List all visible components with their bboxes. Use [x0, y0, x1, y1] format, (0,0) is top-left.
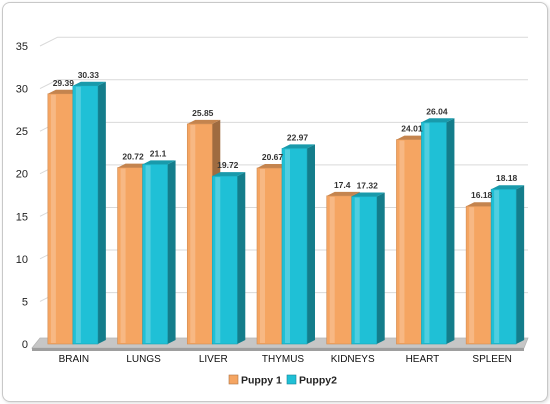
y-tick-label: 25 — [16, 126, 28, 138]
data-label: 29.39 — [53, 78, 75, 88]
bar-thymus-puppy-1 — [256, 167, 283, 345]
y-tick-label: 5 — [22, 296, 28, 308]
data-label: 24.01 — [401, 124, 423, 134]
bar-side — [376, 192, 385, 344]
data-label: 19.72 — [217, 160, 239, 170]
bar-brain-puppy2 — [72, 85, 99, 345]
bar-top — [282, 144, 315, 149]
y-tick-label: 15 — [16, 211, 28, 223]
data-label: 22.97 — [287, 132, 309, 142]
bar-top — [326, 191, 360, 196]
gridline — [39, 79, 528, 90]
data-label: 26.04 — [426, 106, 448, 116]
bar-highlight — [190, 124, 196, 343]
legend-swatch-puppy2 — [286, 374, 297, 385]
bar-highlight — [285, 149, 290, 343]
x-axis: BRAIN LUNGS LIVER THYMUS KIDNEYS HEART SPLEEN — [59, 354, 512, 365]
bar-side — [237, 172, 246, 344]
bar-highlight — [494, 190, 500, 343]
bar-side — [97, 81, 106, 344]
bar-highlight — [75, 86, 81, 343]
legend-swatch-puppy-1 — [228, 374, 239, 385]
x-tick-label: SPLEEN — [472, 354, 511, 365]
x-tick-label: LIVER — [199, 354, 228, 365]
data-label: 21.1 — [150, 148, 167, 158]
bar-brain-puppy-1 — [47, 93, 74, 345]
bar-highlight — [469, 207, 475, 343]
floor-edge — [32, 348, 524, 351]
bar-highlight — [120, 168, 126, 343]
data-label: 30.33 — [78, 70, 100, 80]
y-tick-label: 0 — [22, 339, 28, 351]
bar-highlight — [424, 123, 430, 344]
legend-label-puppy2: Puppy2 — [299, 375, 337, 387]
bar-highlight — [329, 196, 335, 343]
y-tick-label: 10 — [16, 254, 28, 266]
bar-liver-puppy2 — [211, 175, 238, 345]
legend: Puppy 1 Puppy2 — [228, 374, 337, 387]
bar-highlight — [354, 197, 360, 343]
bar-side — [307, 144, 315, 344]
bar-liver-puppy-1 — [186, 123, 213, 345]
bar-side — [446, 118, 455, 345]
bar-highlight — [260, 169, 265, 343]
x-tick-label: BRAIN — [59, 354, 90, 365]
bar-highlight — [145, 165, 151, 343]
x-tick-label: KIDNEYS — [331, 354, 375, 365]
bar-top — [212, 172, 246, 177]
data-label: 20.67 — [262, 152, 284, 162]
bar-top — [421, 118, 455, 123]
bar-lungs-puppy-1 — [117, 167, 143, 345]
x-tick-label: THYMUS — [262, 354, 305, 365]
y-tick-label: 30 — [16, 84, 28, 96]
gridline — [39, 121, 528, 132]
data-label: 18.18 — [496, 173, 518, 183]
bar-side — [167, 160, 176, 344]
bar-top — [72, 81, 106, 86]
data-label: 20.72 — [122, 152, 144, 162]
bar-top — [142, 160, 176, 165]
data-label: 25.85 — [192, 108, 214, 118]
bar-highlight — [215, 177, 221, 343]
bar-spleen-puppy2 — [490, 188, 517, 345]
y-tick-label: 20 — [16, 169, 28, 181]
data-label: 16.18 — [471, 190, 493, 200]
gridline — [39, 36, 528, 47]
data-label: 17.32 — [357, 181, 379, 191]
bar-top — [187, 119, 221, 124]
x-tick-label: LUNGS — [126, 354, 161, 365]
x-tick-label: HEART — [406, 354, 440, 365]
bar-top — [491, 185, 525, 190]
y-tick-label: 35 — [16, 41, 28, 53]
bar-thymus-puppy2 — [281, 148, 308, 345]
bar-side — [516, 185, 525, 344]
bar-heart-puppy2 — [421, 121, 447, 345]
bar-kidneys-puppy2 — [351, 196, 378, 345]
bar-highlight — [399, 140, 405, 343]
bar-heart-puppy-1 — [396, 139, 422, 345]
legend-label-puppy-1: Puppy 1 — [241, 375, 282, 387]
bar-highlight — [50, 94, 56, 344]
data-label: 17.4 — [334, 180, 351, 190]
y-axis: 0 5 10 15 20 25 30 35 — [16, 41, 28, 351]
bars — [47, 81, 525, 345]
bar-top — [351, 192, 385, 197]
bar-lungs-puppy2 — [142, 164, 168, 345]
bar-kidneys-puppy-1 — [326, 195, 353, 345]
